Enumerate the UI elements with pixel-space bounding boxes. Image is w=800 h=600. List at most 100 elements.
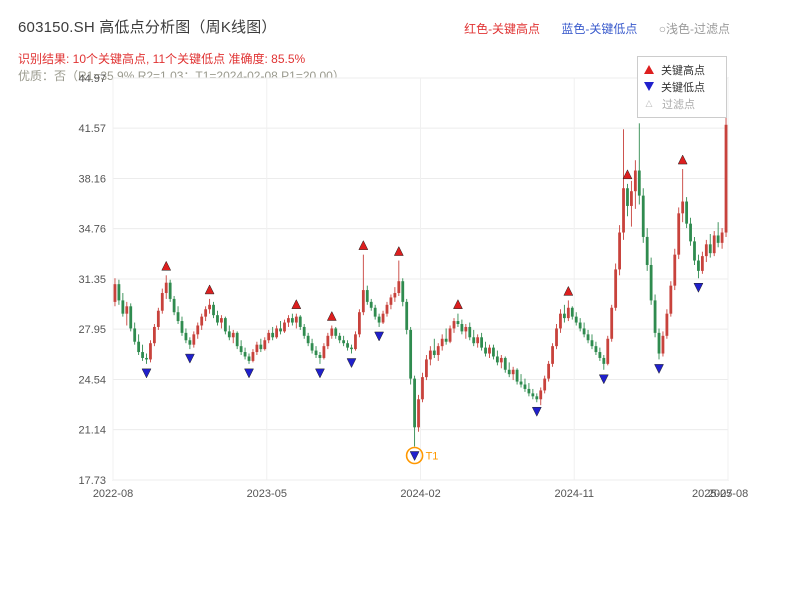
candle-body-down	[314, 350, 318, 356]
candle-body-down	[172, 298, 176, 313]
candle-body-down	[121, 300, 125, 314]
key-high-marker	[393, 245, 404, 256]
key-high-triangle-icon	[644, 65, 654, 74]
candle-body-up	[700, 256, 704, 271]
candle-body-up	[231, 332, 235, 338]
candle-body-down	[365, 290, 369, 302]
candle-body-down	[247, 356, 251, 361]
y-axis-tick-label: 41.57	[78, 123, 106, 135]
candle-body-up	[511, 369, 515, 375]
candle-body-up	[677, 213, 681, 255]
candle-body-down	[168, 282, 172, 299]
recognition-result-text: 识别结果: 10个关键高点, 11个关键低点 准确度: 85.5%	[18, 52, 306, 66]
key-high-marker	[563, 285, 574, 296]
x-axis-tick-label: 2023-05	[247, 488, 287, 500]
candle-body-up	[452, 321, 456, 329]
candle-body-down	[239, 346, 243, 353]
candle-body-up	[275, 328, 279, 338]
candle-body-down	[346, 343, 349, 348]
candle-body-down	[472, 337, 476, 344]
key-high-marker	[677, 154, 688, 165]
candle-body-up	[712, 235, 716, 254]
candle-body-up	[724, 124, 728, 233]
candle-body-up	[622, 188, 625, 233]
legend-filtered-label: 过滤点	[662, 98, 695, 111]
candle-body-down	[685, 201, 689, 224]
candle-body-up	[499, 357, 503, 363]
candle-body-up	[354, 334, 357, 350]
candle-body-up	[614, 269, 618, 308]
y-axis-tick-label: 34.76	[78, 224, 106, 236]
key-low-triangle-icon	[644, 82, 654, 91]
candle-body-up	[704, 244, 708, 257]
candle-body-up	[267, 332, 271, 341]
candle-body-up	[287, 318, 290, 323]
top-legend-filtered: ○浅色-过滤点	[658, 22, 730, 36]
legend-key-high-label: 关键高点	[661, 64, 705, 77]
candle-body-down	[350, 347, 353, 350]
candle-body-up	[476, 337, 480, 344]
candle-body-down	[689, 223, 692, 242]
x-axis-tick-label: 2024-02	[400, 488, 440, 500]
candle-body-down	[401, 281, 405, 302]
candle-body-down	[657, 332, 661, 354]
candle-body-down	[409, 329, 413, 379]
candle-body-down	[480, 337, 484, 348]
candle-body-down	[495, 356, 499, 363]
filtered-triangle-icon: △	[645, 98, 653, 108]
key-high-marker	[204, 284, 215, 295]
plot-legend-box: 关键高点 关键低点 △ 过滤点	[637, 56, 727, 118]
candle-body-down	[243, 352, 247, 357]
candle-body-up	[113, 284, 117, 302]
candle-body-down	[468, 326, 472, 338]
candle-body-down	[507, 369, 511, 375]
candle-body-up	[428, 350, 432, 360]
key-low-marker	[315, 368, 325, 379]
candle-body-down	[184, 332, 188, 341]
candle-body-down	[653, 300, 657, 333]
candle-body-down	[637, 170, 641, 196]
candle-body-down	[523, 384, 527, 389]
candle-body-down	[216, 315, 219, 323]
candle-body-up	[160, 293, 164, 311]
candle-body-down	[582, 328, 586, 335]
candle-body-up	[425, 359, 428, 378]
candle-body-up	[630, 191, 633, 206]
candle-body-up	[192, 334, 196, 345]
key-low-marker	[374, 331, 385, 342]
key-low-marker	[654, 364, 664, 374]
candle-body-up	[322, 346, 326, 358]
candle-body-up	[720, 232, 724, 243]
key-high-marker	[161, 260, 172, 271]
candle-body-down	[590, 340, 594, 347]
candle-body-up	[208, 304, 211, 310]
candle-body-up	[156, 310, 160, 327]
t1-label: T1	[426, 451, 439, 463]
key-high-marker	[453, 299, 463, 309]
candle-body-up	[417, 399, 420, 428]
candle-body-down	[133, 328, 137, 342]
t1-circle	[405, 446, 424, 465]
y-axis-tick-label: 17.73	[78, 475, 106, 487]
candle-body-down	[626, 188, 629, 206]
top-legend-key-high: 红色-关键高点	[464, 22, 541, 36]
candle-body-down	[649, 264, 653, 301]
candle-body-up	[555, 328, 558, 347]
candle-body-down	[594, 346, 598, 353]
key-low-marker	[346, 358, 357, 369]
candle-body-up	[251, 352, 255, 361]
candle-body-up	[665, 313, 669, 336]
key-low-marker	[184, 353, 195, 364]
candle-body-down	[598, 352, 602, 358]
candle-body-down	[602, 357, 606, 364]
candle-body-up	[397, 281, 401, 294]
candle-body-up	[125, 306, 129, 314]
candle-body-down	[188, 340, 192, 345]
y-axis-tick-label: 27.95	[78, 324, 106, 336]
candle-body-up	[164, 282, 168, 294]
candle-body-up	[283, 322, 286, 332]
candle-body-down	[574, 316, 578, 323]
x-axis-extra-label: 2025-07	[692, 488, 732, 500]
candle-body-down	[235, 332, 239, 347]
candle-body-up	[149, 343, 152, 360]
